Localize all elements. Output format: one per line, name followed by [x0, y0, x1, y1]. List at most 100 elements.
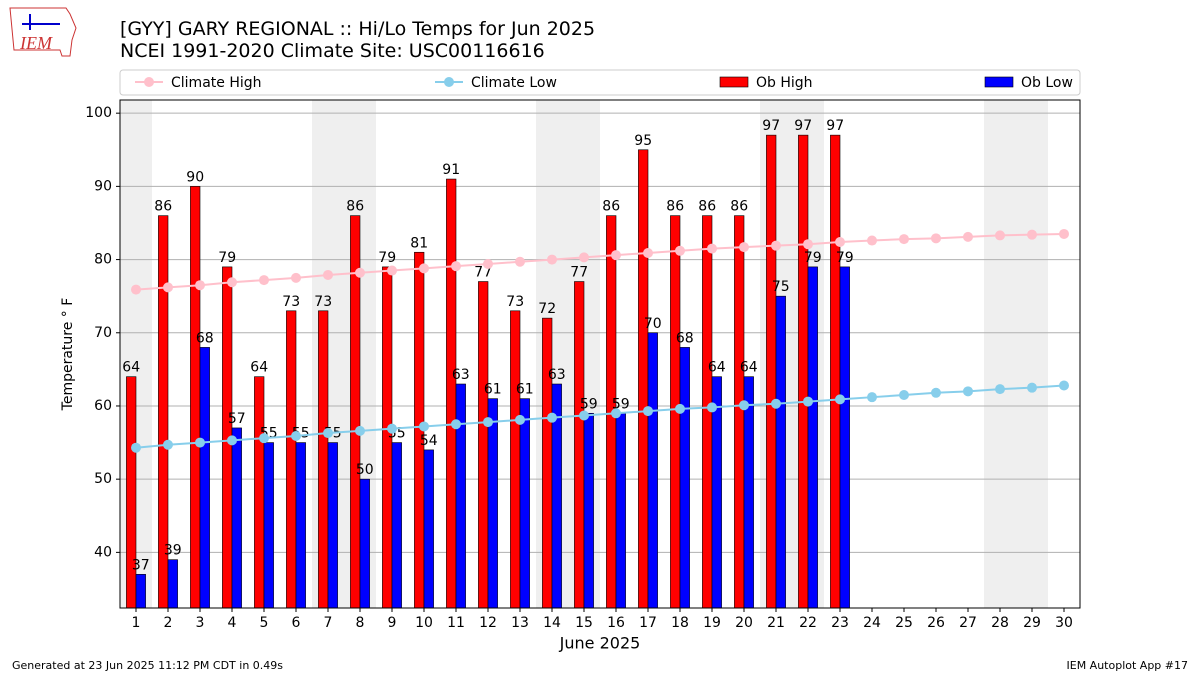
point [355, 425, 365, 436]
point [483, 417, 493, 428]
point [323, 428, 333, 439]
point [387, 423, 397, 434]
point [739, 400, 749, 411]
x-tick-label: 29 [1023, 615, 1041, 631]
bar [519, 398, 530, 609]
x-axis-label: June 2025 [559, 634, 641, 653]
x-tick-label: 12 [479, 615, 497, 631]
point [1027, 382, 1037, 393]
data-label: 77 [570, 265, 588, 281]
x-tick-label: 24 [863, 615, 881, 631]
bar [775, 295, 786, 609]
point [323, 269, 333, 280]
bar [510, 310, 521, 609]
bar [638, 149, 649, 609]
x-tick-label: 26 [927, 615, 945, 631]
point [707, 402, 717, 413]
x-tick-label: 15 [575, 615, 593, 631]
point [483, 258, 493, 269]
point [931, 387, 941, 398]
point [1027, 229, 1037, 240]
y-tick-label: 80 [94, 252, 112, 268]
data-label: 79 [836, 250, 854, 266]
data-label: 72 [538, 301, 556, 317]
point [291, 430, 301, 441]
chart-subtitle: NCEI 1991-2020 Climate Site: USC00116616 [120, 40, 545, 62]
bar [798, 134, 809, 609]
line [135, 384, 1065, 449]
point [163, 282, 173, 293]
point [515, 414, 525, 425]
data-label: 39 [164, 543, 182, 559]
x-tick-label: 28 [991, 615, 1009, 631]
data-label: 63 [548, 367, 566, 383]
weekend-shade [1016, 100, 1048, 608]
data-label: 97 [794, 118, 812, 134]
legend-swatch [984, 76, 1014, 88]
point [259, 433, 269, 444]
point [515, 256, 525, 267]
data-label: 86 [602, 199, 620, 215]
data-label: 79 [378, 250, 396, 266]
point [931, 233, 941, 244]
data-label: 97 [762, 118, 780, 134]
point [387, 265, 397, 276]
data-label: 73 [282, 294, 300, 310]
data-label: 79 [218, 250, 236, 266]
y-axis-label: Temperature ° F [60, 298, 76, 412]
x-tick-label: 14 [543, 615, 561, 631]
data-label: 61 [484, 382, 502, 398]
bar [455, 383, 466, 609]
x-tick-label: 2 [164, 615, 173, 631]
point [771, 240, 781, 251]
x-tick-label: 20 [735, 615, 753, 631]
data-label: 50 [356, 462, 374, 478]
x-tick-label: 1 [132, 615, 141, 631]
x-tick-label: 3 [196, 615, 205, 631]
data-label: 73 [506, 294, 524, 310]
data-label: 73 [314, 294, 332, 310]
point [195, 280, 205, 291]
point [259, 275, 269, 286]
bar [295, 442, 306, 609]
point [131, 284, 141, 295]
bar [743, 376, 754, 609]
point [227, 435, 237, 446]
logo: IEM [9, 7, 77, 57]
legend-label: Ob Low [1021, 75, 1073, 91]
point [995, 384, 1005, 395]
legend-label: Climate High [171, 75, 262, 91]
point [291, 272, 301, 283]
point [195, 437, 205, 448]
point [611, 250, 621, 261]
bar [542, 317, 553, 609]
data-label: 59 [580, 396, 598, 412]
legend-marker [444, 77, 454, 87]
point [451, 261, 461, 272]
point [835, 237, 845, 248]
x-tick-label: 23 [831, 615, 849, 631]
bar [359, 478, 370, 609]
legend-swatch [719, 76, 749, 88]
bar [286, 310, 297, 609]
data-label: 86 [154, 199, 172, 215]
data-label: 86 [346, 199, 364, 215]
x-tick-label: 10 [415, 615, 433, 631]
data-label: 59 [612, 396, 630, 412]
legend [119, 69, 1081, 96]
bar [807, 266, 818, 609]
logo-text: IEM [19, 33, 53, 53]
data-label: 54 [420, 433, 438, 449]
point [451, 419, 461, 430]
point [643, 406, 653, 417]
point [611, 408, 621, 419]
bar [679, 347, 690, 609]
data-label: 86 [698, 199, 716, 215]
point [899, 234, 909, 245]
y-tick-label: 70 [94, 325, 112, 341]
bar [231, 427, 242, 609]
point [547, 254, 557, 265]
point [1059, 380, 1069, 391]
line [135, 232, 1065, 291]
